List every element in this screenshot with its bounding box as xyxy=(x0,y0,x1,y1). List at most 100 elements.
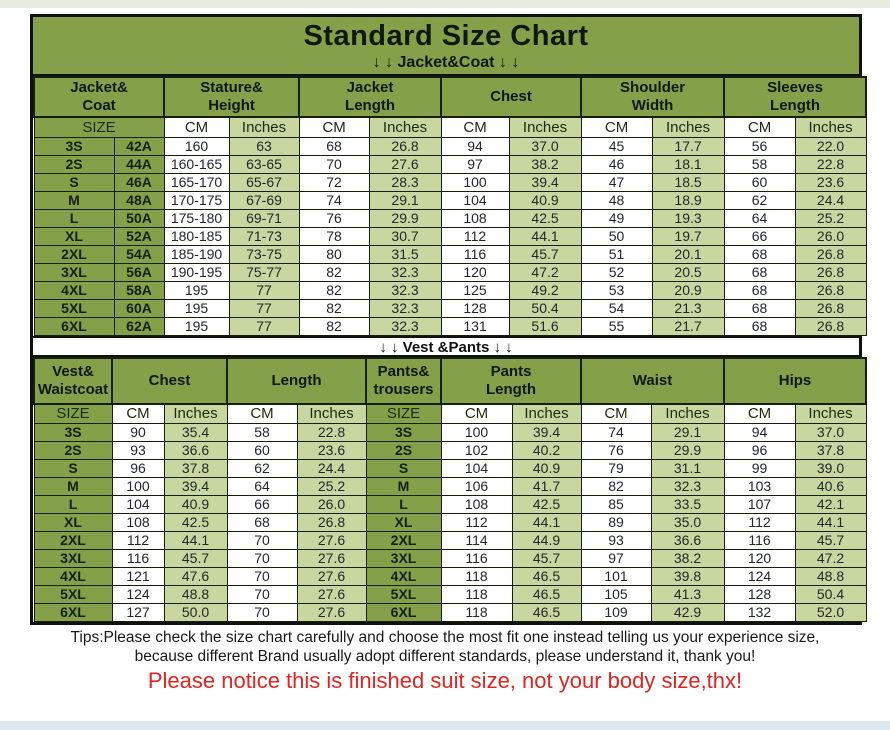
jacket-table-value-cell: 47 xyxy=(580,172,653,192)
jacket-table-size-cell: S xyxy=(33,172,115,192)
jacket-table-value-cell: 68 xyxy=(723,316,796,336)
jacket-table-value-cell: 180-185 xyxy=(163,226,230,246)
jacket-table-value-cell: 32.3 xyxy=(368,280,442,300)
jacket-table-size-cell: 6XL xyxy=(33,316,115,336)
vest-table-value-cell: 124 xyxy=(723,567,796,586)
vest-table-value-cell: 40.2 xyxy=(511,441,582,460)
jacket-table-row: 3XL 56A 190-195 75-77 82 32.3 120 47.2 52 20.5 68 2… xyxy=(33,262,867,282)
vest-table-value-cell: 47.6 xyxy=(163,567,228,586)
vest-table-value-cell: 39.4 xyxy=(511,423,582,442)
vest-table-value-cell: 48.8 xyxy=(163,585,228,604)
subheader-size: SIZE xyxy=(33,403,113,424)
column-group-length: Length xyxy=(226,356,367,405)
vest-table-value-cell: 70 xyxy=(226,567,298,586)
jacket-table-value-cell: 19.7 xyxy=(651,226,725,246)
jacket-table-value-cell: 82 xyxy=(298,262,370,282)
jacket-table-row: 5XL 60A 195 77 82 32.3 128 50.4 54 21.3 68 26.8 xyxy=(33,298,867,318)
column-group-jacket-coat: Jacket& Coat xyxy=(32,76,166,118)
jacket-table-value-cell: 71-73 xyxy=(228,226,300,246)
vest-table-size-cell: 3XL xyxy=(365,549,442,568)
vest-table-value-cell: 27.6 xyxy=(296,585,367,604)
vest-table-value-cell: 70 xyxy=(226,585,298,604)
jacket-table-value-cell: 175-180 xyxy=(163,208,230,228)
jacket-table-value-cell: 32.3 xyxy=(368,262,442,282)
vest-table-size-cell: M xyxy=(33,477,113,496)
jacket-table-size-cell: 56A xyxy=(113,262,165,282)
jacket-table-value-cell: 112 xyxy=(440,226,510,246)
subheader-cm: CM xyxy=(163,116,230,138)
jacket-table-value-cell: 104 xyxy=(440,190,510,210)
subheader-cm: CM xyxy=(723,403,796,424)
vest-table-size-cell: 6XL xyxy=(365,603,442,622)
vest-table-value-cell: 70 xyxy=(226,603,298,622)
vest-table-subheader-row: SIZE CM Inches CM Inches SIZE CM Inches … xyxy=(33,403,867,424)
vest-table-value-cell: 50.4 xyxy=(794,585,867,604)
vest-table-size-cell: 4XL xyxy=(33,567,113,586)
vest-table-value-cell: 45.7 xyxy=(511,549,582,568)
vest-table-value-cell: 103 xyxy=(723,477,796,496)
vest-table-value-cell: 85 xyxy=(580,495,652,514)
jacket-table-value-cell: 26.8 xyxy=(794,298,867,318)
jacket-table-size-cell: 3XL xyxy=(33,262,115,282)
jacket-table-size-cell: 46A xyxy=(113,172,165,192)
subheader-inches: Inches xyxy=(794,403,867,424)
subheader-inches: Inches xyxy=(794,116,867,138)
vest-table-row: 3XL 116 45.7 70 27.6 3XL 116 45.7 97 38.2 120 47.2 xyxy=(33,549,867,568)
subheader-size: SIZE xyxy=(365,403,442,424)
vest-table-value-cell: 96 xyxy=(111,459,165,478)
vest-table-value-cell: 116 xyxy=(723,531,796,550)
vest-table-value-cell: 79 xyxy=(580,459,652,478)
jacket-table-value-cell: 55 xyxy=(580,316,653,336)
vest-table-value-cell: 36.6 xyxy=(163,441,228,460)
jacket-table-size-cell: 50A xyxy=(113,208,165,228)
vest-table-value-cell: 94 xyxy=(723,423,796,442)
vest-table-value-cell: 70 xyxy=(226,549,298,568)
jacket-table-value-cell: 160-165 xyxy=(163,154,230,174)
jacket-table-row: XL 52A 180-185 71-73 78 30.7 112 44.1 50 19.7 66 26… xyxy=(33,226,867,246)
vest-table-value-cell: 82 xyxy=(580,477,652,496)
size-chart: Standard Size Chart ↓ ↓ Jacket&Coat ↓ ↓ … xyxy=(30,14,868,625)
jacket-table-value-cell: 100 xyxy=(440,172,510,192)
vest-table-value-cell: 26.8 xyxy=(296,513,367,532)
jacket-table-value-cell: 42.5 xyxy=(508,208,582,228)
jacket-table-value-cell: 45.7 xyxy=(508,244,582,264)
jacket-table-size-cell: 2S xyxy=(33,154,115,174)
jacket-table-value-cell: 73-75 xyxy=(228,244,300,264)
jacket-table-value-cell: 68 xyxy=(723,262,796,282)
vest-table-value-cell: 44.1 xyxy=(511,513,582,532)
top-border-band xyxy=(0,0,890,8)
jacket-table-value-cell: 48 xyxy=(580,190,653,210)
vest-table-value-cell: 114 xyxy=(440,531,513,550)
jacket-table-value-cell: 116 xyxy=(440,244,510,264)
vest-table-value-cell: 118 xyxy=(440,603,513,622)
jacket-table-value-cell: 27.6 xyxy=(368,154,442,174)
vest-table-value-cell: 31.1 xyxy=(650,459,725,478)
vest-table-row: M 100 39.4 64 25.2 M 106 41.7 82 32.3 103 40.6 xyxy=(33,477,867,496)
vest-table-value-cell: 23.6 xyxy=(296,441,367,460)
jacket-table-value-cell: 30.7 xyxy=(368,226,442,246)
vest-table-size-cell: 6XL xyxy=(33,603,113,622)
jacket-table-value-cell: 74 xyxy=(298,190,370,210)
vest-table-value-cell: 64 xyxy=(226,477,298,496)
vest-table-value-cell: 116 xyxy=(111,549,165,568)
vest-table-size-cell: S xyxy=(33,459,113,478)
jacket-table-value-cell: 128 xyxy=(440,298,510,318)
column-group-pants-trousers: Pants& trousers xyxy=(365,356,442,405)
jacket-table-value-cell: 21.7 xyxy=(651,316,725,336)
jacket-table-size-cell: 58A xyxy=(113,280,165,300)
jacket-table-value-cell: 76 xyxy=(298,208,370,228)
vest-table-value-cell: 36.6 xyxy=(650,531,725,550)
vest-table-value-cell: 108 xyxy=(440,495,513,514)
vest-table-value-cell: 101 xyxy=(580,567,652,586)
vest-table-value-cell: 40.6 xyxy=(794,477,867,496)
subheader-inches: Inches xyxy=(650,403,725,424)
vest-table-value-cell: 132 xyxy=(723,603,796,622)
vest-table-value-cell: 112 xyxy=(111,531,165,550)
jacket-table-body: 3S 42A 160 63 68 26.8 94 37.0 45 17.7 56 22.0 2S 44A 1… xyxy=(33,136,867,336)
vest-table-value-cell: 120 xyxy=(723,549,796,568)
vest-table-row: XL 108 42.5 68 26.8 XL 112 44.1 89 35.0 112 44.1 xyxy=(33,513,867,532)
jacket-table-value-cell: 75-77 xyxy=(228,262,300,282)
vest-table-value-cell: 74 xyxy=(580,423,652,442)
jacket-table-value-cell: 77 xyxy=(228,280,300,300)
column-group-waist: Waist xyxy=(579,356,726,405)
